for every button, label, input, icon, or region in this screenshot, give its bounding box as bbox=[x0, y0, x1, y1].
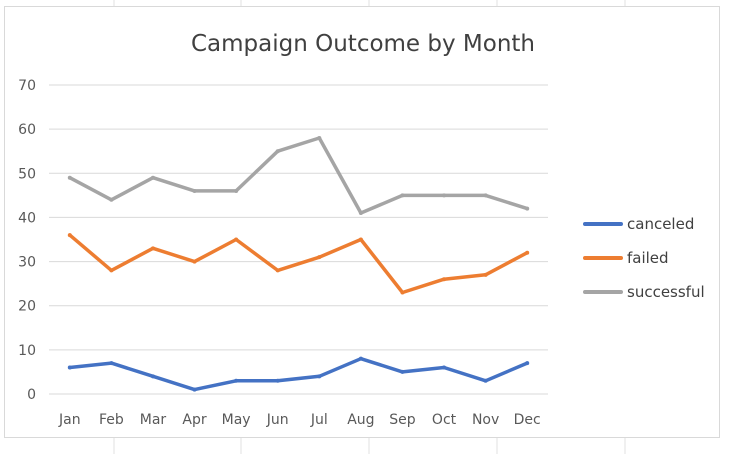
y-tick-label-1: 10 bbox=[18, 343, 36, 359]
point-failed-jul bbox=[317, 255, 322, 260]
legend-label-successful: successful bbox=[627, 283, 705, 301]
point-canceled-apr bbox=[192, 387, 197, 392]
y-tick-label-0: 0 bbox=[27, 387, 36, 403]
point-canceled-nov bbox=[483, 378, 488, 383]
point-successful-feb bbox=[109, 197, 114, 202]
point-canceled-sep bbox=[400, 369, 405, 374]
point-failed-sep bbox=[400, 290, 405, 295]
y-tick-label-7: 70 bbox=[18, 78, 36, 94]
x-tick-label-nov: Nov bbox=[472, 412, 499, 428]
point-canceled-feb bbox=[109, 361, 114, 366]
point-failed-mar bbox=[150, 246, 155, 251]
line-chart: 0 10 20 30 40 50 60 70 Jan Feb Mar Apr May Jun Jul Aug S… bbox=[18, 78, 548, 428]
point-successful-sep bbox=[400, 193, 405, 198]
point-canceled-dec bbox=[525, 361, 530, 366]
point-successful-apr bbox=[192, 188, 197, 193]
legend-swatch-canceled bbox=[583, 222, 623, 226]
x-tick-label-may: May bbox=[222, 412, 251, 428]
series-line-successful bbox=[68, 136, 529, 215]
point-successful-mar bbox=[150, 175, 155, 180]
point-canceled-oct bbox=[442, 365, 447, 370]
x-tick-label-jul: Jul bbox=[310, 412, 328, 428]
series-line-canceled bbox=[68, 356, 529, 392]
point-failed-oct bbox=[442, 277, 447, 282]
point-canceled-may bbox=[234, 378, 239, 383]
point-successful-aug bbox=[358, 211, 363, 216]
chart-area[interactable]: Campaign Outcome by Month 0 10 20 30 40 50 60 7… bbox=[4, 6, 720, 438]
legend: canceled failed successful bbox=[583, 213, 705, 303]
point-canceled-aug bbox=[358, 356, 363, 361]
x-tick-label-dec: Dec bbox=[514, 412, 541, 428]
point-failed-jun bbox=[275, 268, 280, 273]
y-tick-label-5: 50 bbox=[18, 166, 36, 182]
x-tick-label-aug: Aug bbox=[347, 412, 374, 428]
legend-item-successful: successful bbox=[583, 281, 705, 303]
point-canceled-jan bbox=[67, 365, 72, 370]
point-failed-feb bbox=[109, 268, 114, 273]
x-tick-label-jan: Jan bbox=[58, 412, 81, 428]
x-tick-label-sep: Sep bbox=[389, 412, 416, 428]
x-tick-label-apr: Apr bbox=[182, 412, 206, 428]
x-tick-label-oct: Oct bbox=[432, 412, 457, 428]
point-successful-jan bbox=[67, 175, 72, 180]
point-failed-jan bbox=[67, 233, 72, 238]
point-failed-apr bbox=[192, 259, 197, 264]
y-tick-label-6: 60 bbox=[18, 122, 36, 138]
point-successful-may bbox=[234, 188, 239, 193]
y-tick-label-4: 40 bbox=[18, 210, 36, 226]
point-successful-dec bbox=[525, 206, 530, 211]
series-line-failed bbox=[68, 233, 529, 295]
legend-item-failed: failed bbox=[583, 247, 705, 269]
point-failed-aug bbox=[358, 237, 363, 242]
chart-title: Campaign Outcome by Month bbox=[190, 31, 536, 57]
x-tick-label-mar: Mar bbox=[140, 412, 167, 428]
point-failed-nov bbox=[483, 272, 488, 277]
point-successful-jun bbox=[275, 149, 280, 154]
point-failed-dec bbox=[525, 250, 530, 255]
x-tick-label-jun: Jun bbox=[266, 412, 289, 428]
legend-item-canceled: canceled bbox=[583, 213, 705, 235]
legend-swatch-failed bbox=[583, 256, 623, 260]
point-successful-nov bbox=[483, 193, 488, 198]
x-tick-label-feb: Feb bbox=[99, 412, 124, 428]
point-successful-oct bbox=[442, 193, 447, 198]
legend-label-canceled: canceled bbox=[627, 215, 695, 233]
point-canceled-jun bbox=[275, 378, 280, 383]
y-tick-label-3: 30 bbox=[18, 255, 36, 271]
y-tick-label-2: 20 bbox=[18, 299, 36, 315]
point-canceled-mar bbox=[150, 374, 155, 379]
legend-swatch-successful bbox=[583, 290, 623, 294]
point-successful-jul bbox=[317, 135, 322, 140]
point-failed-may bbox=[234, 237, 239, 242]
legend-label-failed: failed bbox=[627, 249, 669, 267]
point-canceled-jul bbox=[317, 374, 322, 379]
